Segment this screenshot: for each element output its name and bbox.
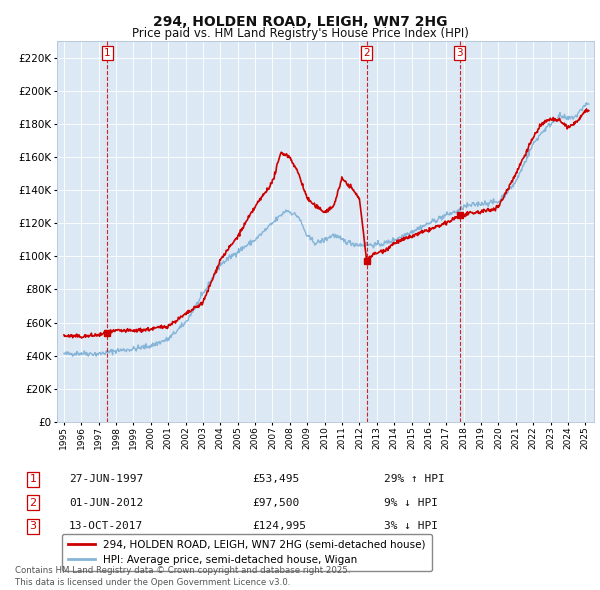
Legend: 294, HOLDEN ROAD, LEIGH, WN7 2HG (semi-detached house), HPI: Average price, semi: 294, HOLDEN ROAD, LEIGH, WN7 2HG (semi-d… (62, 533, 431, 571)
Text: 29% ↑ HPI: 29% ↑ HPI (384, 474, 445, 484)
Text: 1: 1 (104, 48, 110, 58)
Text: 2: 2 (29, 498, 37, 507)
Text: 9% ↓ HPI: 9% ↓ HPI (384, 498, 438, 507)
Text: £124,995: £124,995 (252, 522, 306, 531)
Text: £53,495: £53,495 (252, 474, 299, 484)
Text: 294, HOLDEN ROAD, LEIGH, WN7 2HG: 294, HOLDEN ROAD, LEIGH, WN7 2HG (153, 15, 447, 29)
Text: 3: 3 (457, 48, 463, 58)
Text: Contains HM Land Registry data © Crown copyright and database right 2025.
This d: Contains HM Land Registry data © Crown c… (15, 566, 350, 587)
Text: 3% ↓ HPI: 3% ↓ HPI (384, 522, 438, 531)
Text: 27-JUN-1997: 27-JUN-1997 (69, 474, 143, 484)
Text: 13-OCT-2017: 13-OCT-2017 (69, 522, 143, 531)
Text: Price paid vs. HM Land Registry's House Price Index (HPI): Price paid vs. HM Land Registry's House … (131, 27, 469, 40)
Text: 3: 3 (29, 522, 37, 531)
Text: 2: 2 (364, 48, 370, 58)
Text: 01-JUN-2012: 01-JUN-2012 (69, 498, 143, 507)
Text: £97,500: £97,500 (252, 498, 299, 507)
Text: 1: 1 (29, 474, 37, 484)
